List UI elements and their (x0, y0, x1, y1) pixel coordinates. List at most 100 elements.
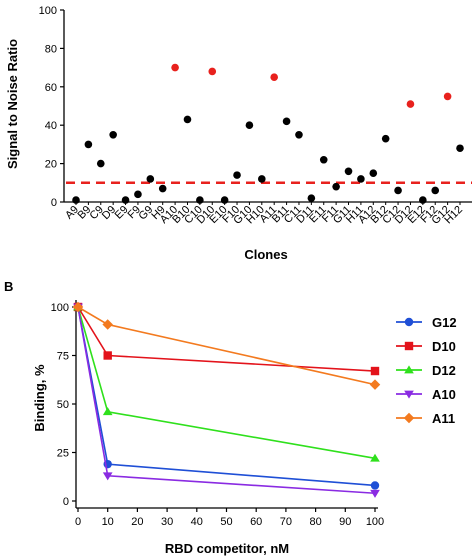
chart-b-marker-a10 (370, 489, 380, 498)
chart-a-ylabel: Signal to Noise Ratio (5, 39, 20, 169)
chart-b-xlabel: RBD competitor, nM (165, 541, 289, 556)
chart-a-point-g10 (245, 121, 254, 129)
chart-b-legend-marker-g12 (404, 317, 414, 327)
chart-b-x-tick-label: 90 (339, 516, 351, 528)
chart-b-legend-entry-g12: G12 (396, 315, 457, 330)
chart-b-legend-entry-a11: A11 (396, 411, 455, 426)
chart-b-series-a11 (72, 301, 381, 390)
chart-a-point-g9 (146, 175, 155, 183)
chart-b-legend-marker-d12 (404, 365, 414, 374)
chart-b-marker-d12 (370, 453, 380, 462)
chart-a-point-h12 (456, 144, 464, 153)
chart-b-series (72, 301, 381, 498)
chart-b-x-tick-label: 40 (191, 516, 203, 528)
chart-b-legend-entry-d12: D12 (396, 363, 456, 378)
binding-competition-chart: B Binding, % RBD competitor, nM 0 25 50 75 1… (4, 279, 457, 556)
chart-a-point-a9 (72, 196, 80, 204)
chart-b-y-tick-label: 0 (63, 496, 69, 508)
chart-b-panel-label: B (4, 279, 13, 294)
chart-a-point-g12 (443, 92, 452, 101)
chart-b-line-g12 (77, 306, 376, 487)
chart-a-y-tick-label: 60 (45, 82, 57, 94)
chart-a-points (72, 63, 464, 204)
chart-a-x-tick-labels: A9B9C9D9E9F9G9H9A10B10C10D10E10F10G10H10… (63, 202, 465, 227)
chart-b-marker-a11 (102, 319, 113, 330)
chart-b-ylabel: Binding, % (32, 364, 47, 432)
chart-a-point-f12 (431, 186, 440, 195)
chart-b-line-a11 (77, 306, 376, 386)
chart-a-y-ticks: 0 20 40 60 80 100 (39, 5, 472, 209)
chart-b-marker-d10 (370, 366, 380, 376)
chart-a-point-d10 (208, 67, 217, 76)
chart-b-series-a10 (73, 303, 380, 498)
chart-b-x-tick-label: 100 (366, 516, 384, 528)
chart-a-point-b11 (282, 117, 291, 126)
chart-a-point-f9 (134, 190, 142, 199)
chart-a-point-f10 (233, 171, 241, 179)
chart-b-x-tick-label: 50 (220, 516, 232, 528)
chart-b-legend-marker-d10 (404, 341, 414, 351)
chart-a-point-a11 (270, 73, 278, 81)
chart-b-x-tick-label: 0 (75, 516, 81, 528)
chart-b-y-tick-label: 100 (51, 302, 69, 314)
chart-b-legend-label-g12: G12 (432, 315, 457, 330)
chart-a-xlabel: Clones (244, 247, 287, 262)
chart-b-marker-g12 (370, 481, 380, 490)
chart-b-legend-label-a11: A11 (432, 411, 455, 426)
chart-a-point-e12 (419, 196, 427, 204)
chart-a-point-e10 (220, 196, 229, 204)
chart-b-marker-a10 (102, 472, 113, 481)
chart-b-legend-label-d10: D10 (432, 339, 456, 354)
chart-a-y-tick-label: 20 (45, 159, 57, 171)
chart-b-legend-label-d12: D12 (432, 363, 456, 378)
chart-b-legend-entry-a10: A10 (396, 387, 456, 402)
chart-b-legend: G12 D10 D12 A10 A11 (396, 315, 457, 426)
chart-a-y-tick-label: 80 (45, 43, 57, 55)
chart-b-marker-d10 (103, 351, 112, 360)
chart-b-marker-a11 (369, 379, 381, 390)
chart-a-point-b9 (84, 140, 93, 149)
chart-b-marker-a11 (72, 301, 84, 313)
chart-b-x-tick-label: 70 (280, 516, 292, 528)
chart-b-x-tick-label: 30 (161, 516, 173, 528)
chart-b-y-tick-label: 25 (57, 448, 69, 460)
chart-b-legend-entry-d10: D10 (396, 339, 456, 354)
chart-a-point-f11 (332, 182, 340, 191)
chart-b-series-d10 (73, 302, 380, 376)
chart-b-y-tick-label: 50 (57, 399, 69, 411)
chart-a-point-c11 (295, 131, 303, 139)
chart-b-axes: 0 25 50 75 100 0 10 20 30 40 50 60 70 80 90 100 (51, 300, 384, 528)
chart-a-y-tick-label: 100 (39, 5, 57, 17)
chart-b-legend-label-a10: A10 (432, 387, 456, 402)
chart-b-series-g12 (73, 302, 380, 490)
chart-a-point-d12 (406, 100, 415, 108)
chart-a-point-b10 (183, 115, 192, 124)
chart-b-line-d12 (77, 306, 376, 460)
chart-b-legend-marker-a10 (404, 390, 414, 399)
chart-b-line-d10 (77, 306, 376, 372)
chart-b-x-tick-label: 60 (250, 516, 262, 528)
chart-a-point-c10 (196, 196, 204, 204)
chart-b-x-tick-label: 10 (102, 516, 114, 528)
chart-b-x-tick-label: 80 (309, 516, 321, 528)
chart-a-point-b12 (381, 134, 390, 143)
chart-a-point-g11 (344, 167, 353, 176)
chart-a-y-tick-label: 40 (45, 120, 57, 132)
chart-a-point-e9 (121, 196, 130, 204)
signal-to-noise-chart: Signal to Noise Ratio Clones 0 20 40 60 80 10… (5, 5, 472, 262)
chart-a-point-h9 (158, 184, 167, 193)
chart-a-point-d9 (109, 131, 117, 139)
chart-b-x-tick-label: 20 (131, 516, 143, 528)
chart-a-y-tick-label: 0 (51, 197, 57, 209)
chart-a-point-a10 (171, 63, 179, 72)
chart-a-point-h10 (258, 175, 266, 183)
chart-b-legend-marker-a11 (403, 412, 415, 424)
chart-a-point-h11 (357, 175, 365, 183)
chart-b-y-tick-label: 75 (57, 351, 69, 363)
chart-a-point-a12 (369, 169, 378, 177)
chart-a-point-d11 (307, 194, 316, 202)
chart-a-point-e11 (319, 155, 328, 164)
chart-a-point-c12 (394, 186, 402, 195)
chart-a-point-c9 (96, 159, 105, 168)
